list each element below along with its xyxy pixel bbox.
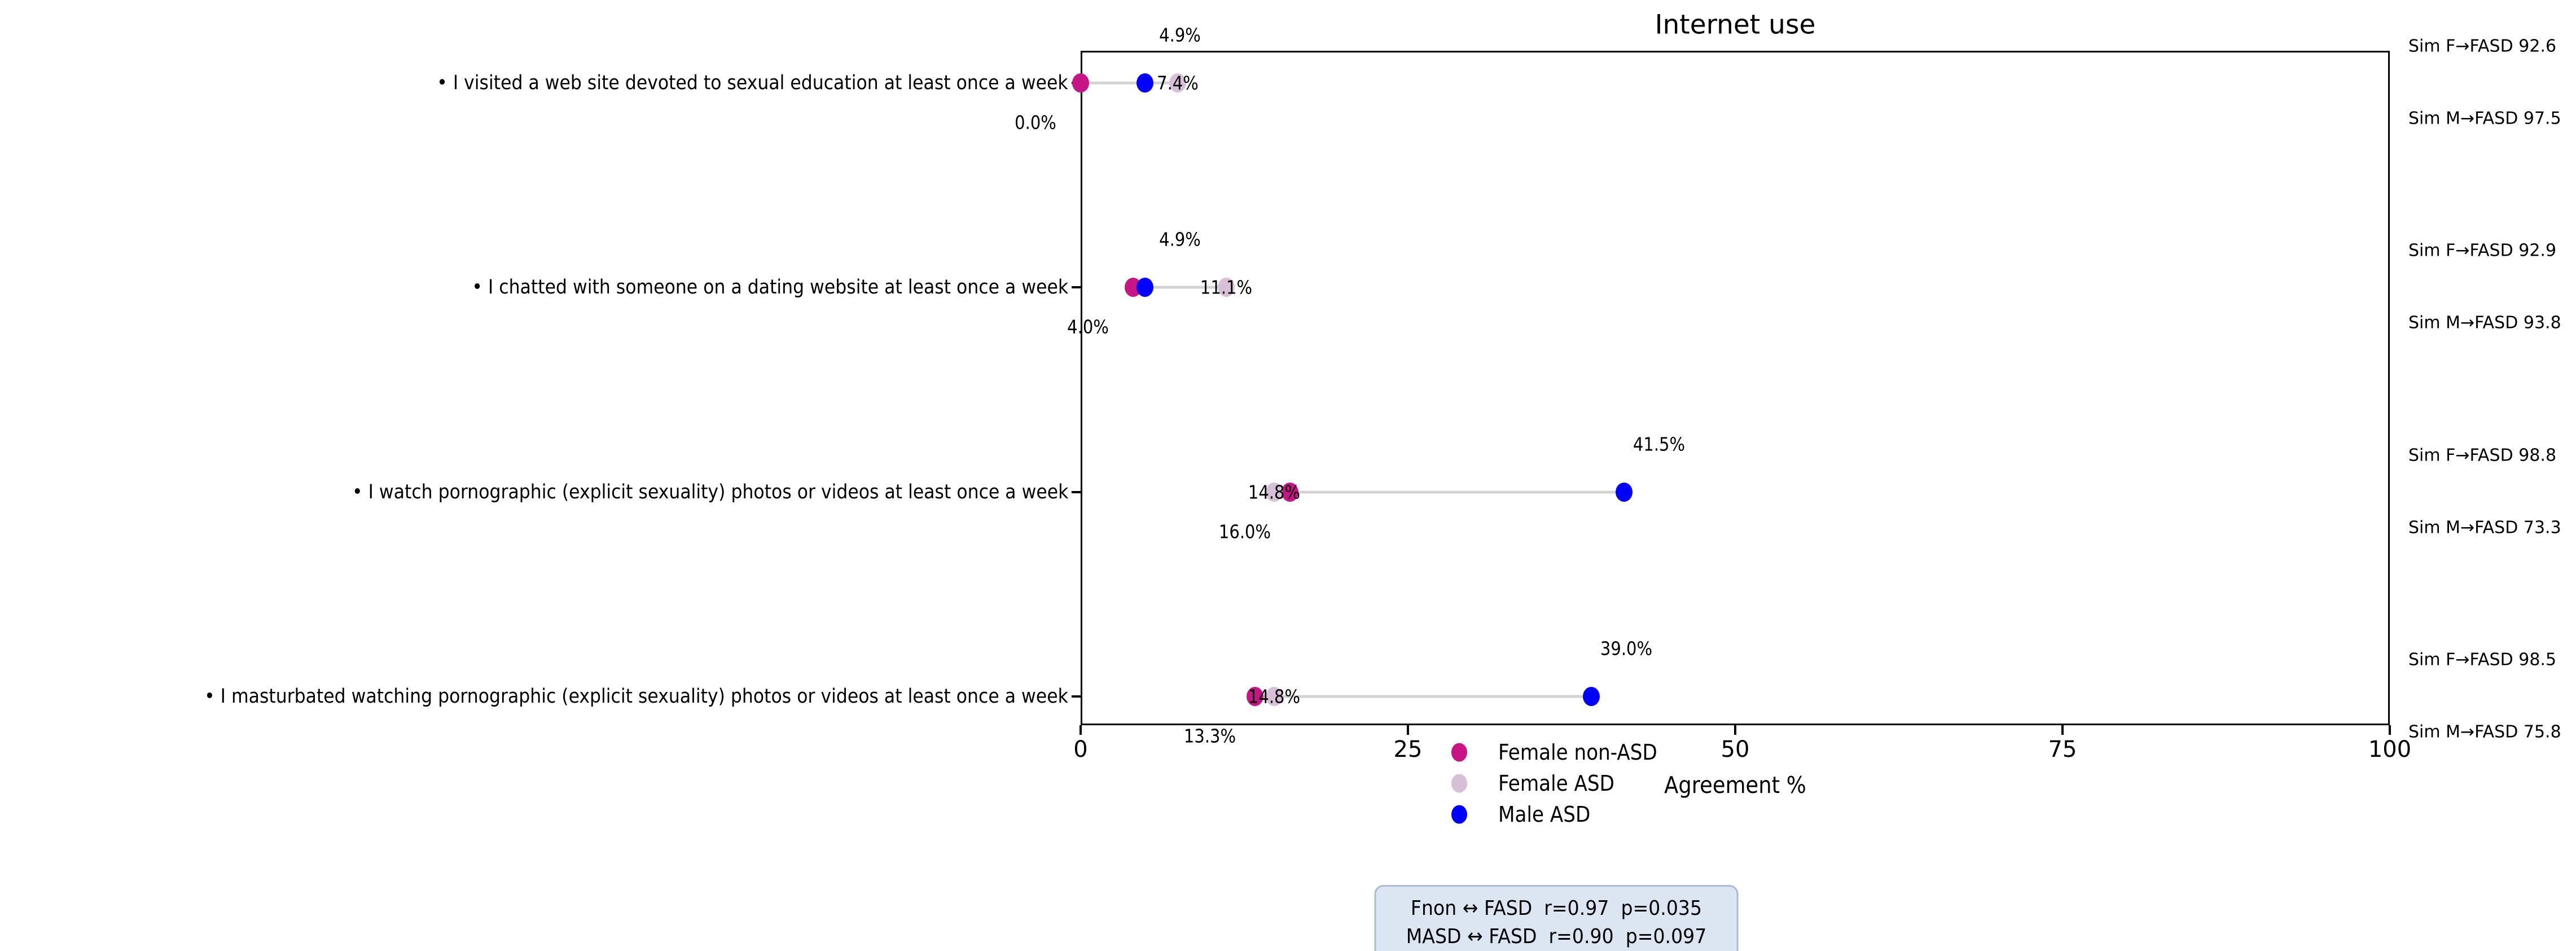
value-label-female-non-asd: 0.0% xyxy=(1015,111,1056,134)
dot-female-asd xyxy=(1217,278,1235,297)
category-label: • I visited a web site devoted to sexual… xyxy=(437,72,1068,94)
category-label: • I watch pornographic (explicit sexuali… xyxy=(352,481,1068,503)
x-axis-tick xyxy=(2389,725,2391,735)
row-connector xyxy=(1254,695,1591,698)
row-connector xyxy=(1081,81,1178,85)
sim-m-fasd-label: Sim M→FASD 93.8 xyxy=(2408,313,2561,333)
y-axis-tick xyxy=(1072,695,1081,698)
value-label-male-asd: 4.9% xyxy=(1158,228,1201,251)
x-tick-label: 0 xyxy=(1073,737,1088,762)
y-axis-tick xyxy=(1072,286,1081,288)
value-label-female-non-asd: 16.0% xyxy=(1219,520,1271,543)
row-connector xyxy=(1133,286,1226,289)
x-tick-label: 75 xyxy=(2048,737,2077,762)
sim-f-fasd-label: Sim F→FASD 92.9 xyxy=(2408,240,2557,261)
x-tick-label: 25 xyxy=(1393,737,1423,762)
value-label-male-asd: 39.0% xyxy=(1600,637,1652,660)
value-label-male-asd: 4.9% xyxy=(1158,24,1201,46)
value-label-female-asd: 14.8% xyxy=(1248,481,1301,503)
dot-female-asd xyxy=(1266,687,1283,706)
value-label-male-asd: 41.5% xyxy=(1633,433,1685,455)
value-label-female-non-asd: 13.3% xyxy=(1183,725,1236,747)
x-axis-tick xyxy=(1734,725,1736,735)
dot-female-non-asd xyxy=(1282,483,1299,502)
legend-marker-icon xyxy=(1451,805,1467,824)
stats-annotation-box: Fnon ↔ FASD r=0.97 p=0.035 MASD ↔ FASD r… xyxy=(1374,885,1739,951)
category-label: • I masturbated watching pornographic (e… xyxy=(204,685,1068,708)
legend-label: Male ASD xyxy=(1498,802,1591,827)
sim-m-fasd-label: Sim M→FASD 97.5 xyxy=(2408,108,2561,129)
legend-label: Female non-ASD xyxy=(1498,740,1657,765)
y-axis-tick xyxy=(1072,491,1081,493)
dot-female-non-asd xyxy=(1072,73,1089,93)
dot-female-asd xyxy=(1266,483,1283,502)
stats-line-2: MASD ↔ FASD r=0.90 p=0.097 xyxy=(1406,925,1707,948)
dot-female-asd xyxy=(1169,73,1186,93)
sim-m-fasd-label: Sim M→FASD 75.8 xyxy=(2408,722,2561,742)
x-tick-label: 100 xyxy=(2368,737,2412,762)
x-axis-tick xyxy=(1079,725,1082,735)
x-axis-tick xyxy=(2061,725,2064,735)
value-label-female-asd: 11.1% xyxy=(1200,276,1252,299)
legend-marker-icon xyxy=(1451,743,1467,762)
value-label-female-non-asd: 4.0% xyxy=(1067,315,1109,338)
dot-male-asd xyxy=(1136,278,1153,297)
sim-m-fasd-label: Sim M→FASD 73.3 xyxy=(2408,518,2561,538)
dot-male-asd xyxy=(1582,687,1600,706)
row-connector xyxy=(1274,490,1624,494)
value-label-female-asd: 7.4% xyxy=(1156,72,1199,94)
chart-title: Internet use xyxy=(1655,9,1816,41)
dot-male-asd xyxy=(1136,73,1153,93)
sim-f-fasd-label: Sim F→FASD 98.5 xyxy=(2408,650,2557,670)
legend-label: Female ASD xyxy=(1498,771,1614,796)
legend-marker-icon xyxy=(1451,774,1467,793)
sim-f-fasd-label: Sim F→FASD 92.6 xyxy=(2408,36,2557,56)
value-label-female-asd: 14.8% xyxy=(1248,685,1301,708)
x-axis-tick xyxy=(1407,725,1409,735)
dot-male-asd xyxy=(1615,483,1633,502)
x-tick-label: 50 xyxy=(1721,737,1750,762)
sim-f-fasd-label: Sim F→FASD 98.8 xyxy=(2408,445,2557,466)
x-axis-label: Agreement % xyxy=(1664,772,1806,799)
plot-area-border xyxy=(1081,51,2390,725)
dot-female-non-asd xyxy=(1246,687,1263,706)
stats-line-1: Fnon ↔ FASD r=0.97 p=0.035 xyxy=(1410,897,1702,920)
category-label: • I chatted with someone on a dating web… xyxy=(472,276,1068,299)
